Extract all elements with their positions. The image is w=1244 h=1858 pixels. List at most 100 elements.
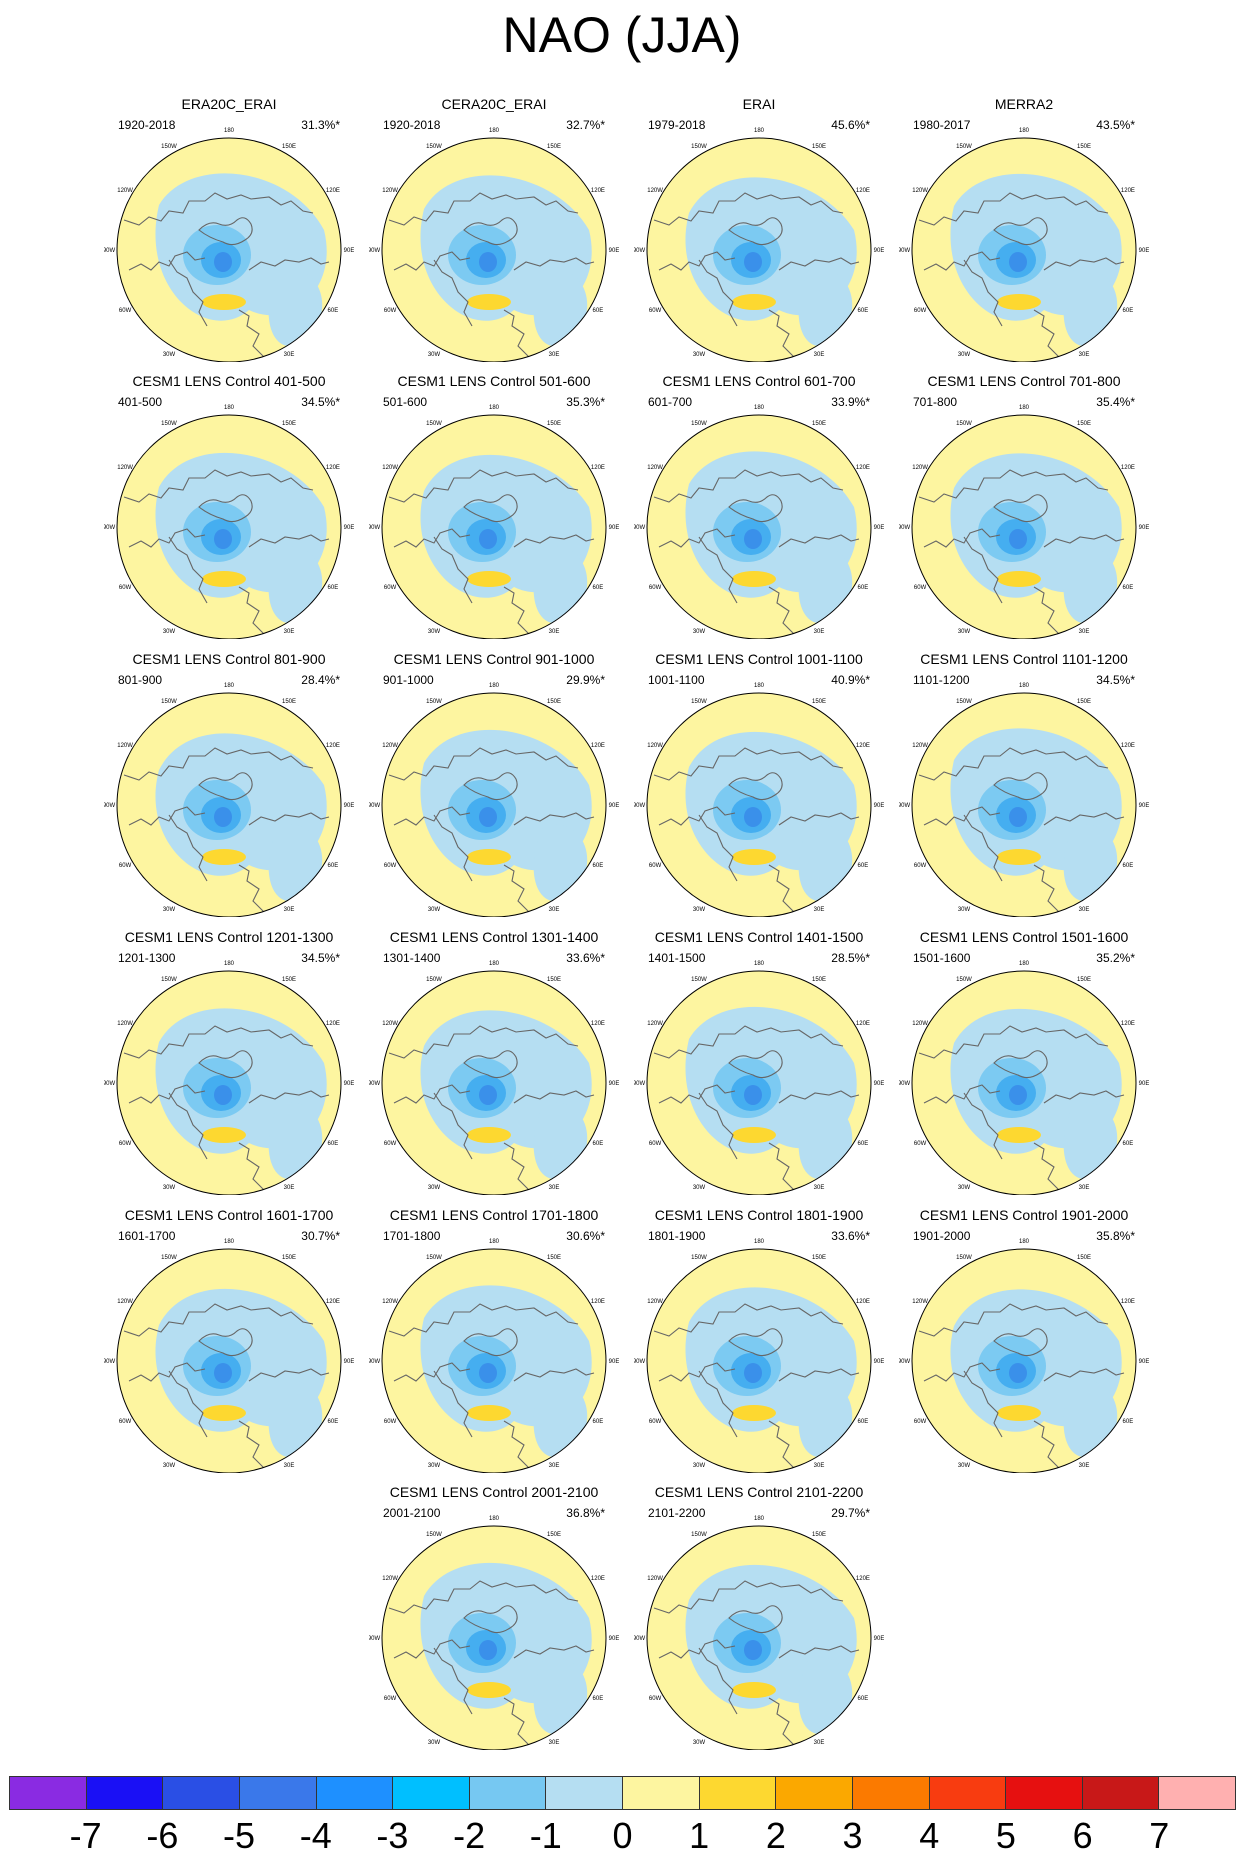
lon-label: 120E	[591, 465, 605, 471]
colorbar-swatch	[10, 1777, 87, 1809]
lon-label: 90E	[344, 803, 354, 809]
panel-title: CESM1 LENS Control 1601-1700	[124, 1207, 334, 1223]
positive-core	[467, 571, 511, 587]
lon-label: 150E	[547, 699, 561, 705]
negative-region	[1063, 1101, 1118, 1180]
map-panel: CESM1 LENS Control 1001-1100 1001-1100 40.…	[634, 651, 884, 917]
lon-label: 120W	[647, 465, 663, 471]
lon-label: 150W	[956, 421, 972, 427]
lon-label: 120E	[856, 1021, 870, 1027]
coastlines	[653, 192, 860, 362]
panel-variance: 35.2%*	[1096, 951, 1135, 965]
lon-label: 120W	[117, 188, 133, 194]
lon-label: 60W	[384, 863, 397, 869]
panel-variance: 30.6%*	[566, 1229, 605, 1243]
lon-label: 150W	[161, 699, 177, 705]
lon-label: 180	[1019, 683, 1030, 689]
map-border	[911, 137, 1137, 362]
colorbar-tick-label: -2	[453, 1815, 486, 1856]
panel-period: 1920-2018	[383, 118, 441, 132]
lon-label: 120W	[912, 1021, 928, 1027]
lon-label: 120W	[382, 743, 398, 749]
lon-label: 90W	[899, 1081, 911, 1087]
lon-label: 180	[1019, 128, 1030, 134]
panel-title: CESM1 LENS Control 1801-1900	[654, 1207, 864, 1223]
polar-map: 180150W150E120W120E90W90E60W60E30W30E0	[104, 961, 354, 1195]
lon-label: 90W	[104, 248, 116, 254]
lon-label: 180	[754, 683, 765, 689]
lon-label: 30E	[814, 352, 825, 358]
polar-map: 180150W150E120W120E90W90E60W60E30W30E0	[899, 961, 1149, 1195]
colorbar-swatch	[469, 1777, 547, 1809]
lon-label: 30E	[549, 629, 560, 635]
map-border	[381, 1248, 607, 1473]
panel-period: 601-700	[648, 395, 693, 409]
lon-label: 180	[224, 128, 235, 134]
map-panel: CESM1 LENS Control 1901-2000 1901-2000 35.…	[899, 1207, 1149, 1473]
lon-label: 180	[489, 405, 500, 411]
lon-label: 30W	[428, 352, 441, 358]
negative-core	[214, 807, 232, 827]
lon-label: 120E	[1121, 1299, 1135, 1305]
lon-label: 120W	[382, 1576, 398, 1582]
lon-label: 30E	[1079, 1185, 1090, 1191]
lon-label: 150E	[547, 144, 561, 150]
coastlines	[388, 469, 595, 639]
coastlines	[388, 192, 595, 362]
map-panel: CESM1 LENS Control 601-700 601-700 33.9%* 1…	[634, 373, 884, 639]
panel-period: 401-500	[118, 395, 163, 409]
map-border	[646, 1248, 872, 1473]
panel-period: 2001-2100	[383, 1506, 441, 1520]
panel-variance: 29.9%*	[566, 673, 605, 687]
lon-label: 60E	[593, 585, 604, 591]
lon-label: 150E	[812, 1532, 826, 1538]
panel-period: 801-900	[118, 673, 163, 687]
lon-label: 150E	[812, 421, 826, 427]
polar-map: 180150W150E120W120E90W90E60W60E30W30E0	[634, 1516, 884, 1750]
lon-label: 60W	[649, 585, 662, 591]
lon-label: 90W	[369, 525, 381, 531]
negative-region	[533, 268, 588, 347]
map-panel: ERA20C_ERAI 1920-2018 31.3%* 180 150W 150E 120…	[104, 96, 354, 362]
lon-label: 90E	[609, 1081, 619, 1087]
panel-period: 1501-1600	[913, 951, 971, 965]
lon-label: 60W	[119, 1141, 132, 1147]
colorbar-tick-label: -1	[529, 1815, 562, 1856]
lon-label: 120W	[382, 1021, 398, 1027]
lon-label: 150W	[691, 421, 707, 427]
negative-core	[214, 252, 232, 272]
lon-label: 90W	[369, 1359, 381, 1365]
panel-variance: 28.4%*	[301, 673, 340, 687]
lon-label: 60W	[649, 1419, 662, 1425]
map-border	[646, 692, 872, 917]
panel-title: CESM1 LENS Control 1101-1200	[920, 651, 1128, 667]
lon-label: 120W	[117, 1299, 133, 1305]
map-border	[116, 692, 342, 917]
lon-label: 30W	[958, 1463, 971, 1469]
lon-label: 60W	[914, 1419, 927, 1425]
lon-label: 60W	[649, 1141, 662, 1147]
lon-label: 180	[754, 1516, 765, 1522]
coastlines	[123, 192, 330, 362]
lon-label: 30W	[428, 1740, 441, 1746]
panel-variance: 34.5%*	[301, 951, 340, 965]
positive-core	[997, 1127, 1041, 1143]
lon-label: 150E	[812, 977, 826, 983]
lon-label: 90E	[609, 1359, 619, 1365]
panel-period: 1920-2018	[118, 118, 176, 132]
lon-label: 150W	[956, 144, 972, 150]
map-panel: CESM1 LENS Control 1201-1300 1201-1300 34.…	[104, 929, 354, 1195]
colorbar-swatch	[393, 1777, 470, 1809]
lon-label: 60W	[384, 1419, 397, 1425]
negative-core	[744, 529, 762, 549]
lon-label: 60E	[858, 1141, 869, 1147]
lon-label: 180	[489, 683, 500, 689]
panel-title: CESM1 LENS Control 2101-2200	[654, 1484, 864, 1500]
panel-title: CESM1 LENS Control 1401-1500	[654, 929, 864, 945]
lon-label: 60W	[119, 308, 132, 314]
figure-title: NAO (JJA)	[502, 7, 742, 63]
lon-label: 120W	[912, 1299, 928, 1305]
lon-label: 30W	[958, 907, 971, 913]
panel-variance: 31.3%*	[301, 118, 340, 132]
coastlines	[653, 747, 860, 917]
